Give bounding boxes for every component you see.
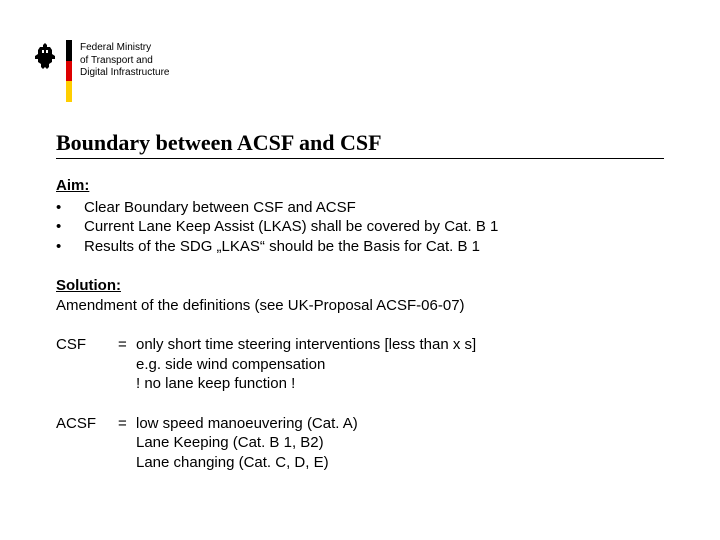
- german-flag-bar: [66, 40, 72, 102]
- list-item: • Clear Boundary between CSF and ACSF: [56, 198, 664, 218]
- list-item: • Results of the SDG „LKAS“ should be th…: [56, 237, 664, 257]
- aim-bullets: • Clear Boundary between CSF and ACSF • …: [56, 198, 664, 257]
- bullet-icon: •: [56, 217, 84, 237]
- title-underline: [56, 158, 664, 159]
- bullet-text: Current Lane Keep Assist (LKAS) shall be…: [84, 217, 498, 237]
- bullet-icon: •: [56, 237, 84, 257]
- equals-sign: =: [118, 335, 136, 394]
- eagle-icon: [32, 42, 58, 70]
- content-area: Aim: • Clear Boundary between CSF and AC…: [56, 176, 664, 472]
- solution-heading: Solution:: [56, 276, 664, 296]
- def-label: CSF: [56, 335, 118, 394]
- def-line: only short time steering interventions […: [136, 335, 476, 355]
- ministry-line3: Digital Infrastructure: [80, 67, 169, 80]
- definition-acsf: ACSF = low speed manoeuvering (Cat. A) L…: [56, 414, 664, 473]
- equals-sign: =: [118, 414, 136, 473]
- ministry-name: Federal Ministry of Transport and Digita…: [80, 42, 169, 80]
- list-item: • Current Lane Keep Assist (LKAS) shall …: [56, 217, 664, 237]
- ministry-line2: of Transport and: [80, 55, 169, 68]
- page-title: Boundary between ACSF and CSF: [56, 130, 382, 156]
- ministry-logo: Federal Ministry of Transport and Digita…: [32, 42, 169, 102]
- def-body: low speed manoeuvering (Cat. A) Lane Kee…: [136, 414, 358, 473]
- def-line: ! no lane keep function !: [136, 374, 476, 394]
- ministry-line1: Federal Ministry: [80, 42, 169, 55]
- bullet-text: Results of the SDG „LKAS“ should be the …: [84, 237, 480, 257]
- def-body: only short time steering interventions […: [136, 335, 476, 394]
- def-line: e.g. side wind compensation: [136, 355, 476, 375]
- bullet-icon: •: [56, 198, 84, 218]
- def-line: Lane changing (Cat. C, D, E): [136, 453, 358, 473]
- def-line: low speed manoeuvering (Cat. A): [136, 414, 358, 434]
- aim-heading: Aim:: [56, 176, 664, 196]
- bullet-text: Clear Boundary between CSF and ACSF: [84, 198, 356, 218]
- def-label: ACSF: [56, 414, 118, 473]
- definition-csf: CSF = only short time steering intervent…: [56, 335, 664, 394]
- solution-text: Amendment of the definitions (see UK-Pro…: [56, 296, 664, 316]
- def-line: Lane Keeping (Cat. B 1, B2): [136, 433, 358, 453]
